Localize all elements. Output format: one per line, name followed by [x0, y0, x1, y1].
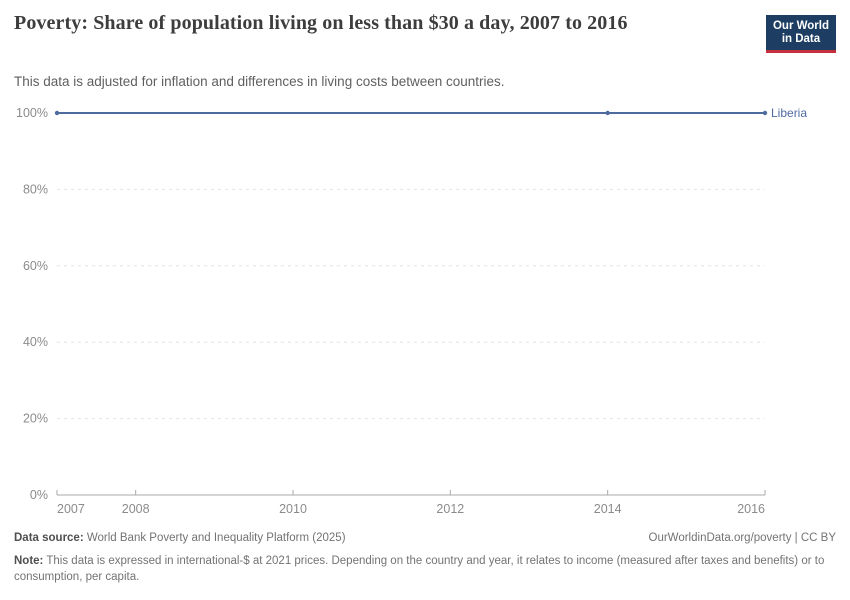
y-tick-label: 0%	[30, 488, 48, 502]
data-point-marker	[54, 110, 60, 116]
owid-logo-line1: Our World	[772, 20, 829, 32]
chart-subtitle: This data is adjusted for inflation and …	[14, 74, 505, 89]
entity-label[interactable]: Liberia	[771, 106, 807, 120]
y-tick-label: 40%	[23, 335, 48, 349]
owid-logo-line2: in Data	[781, 33, 821, 45]
y-tick-label: 60%	[23, 259, 48, 273]
note-label: Note:	[14, 555, 44, 567]
line-chart: 0% 20% 40% 60% 80% 100% 2007 2008 2010 2012 2014 20…	[16, 106, 807, 516]
data-point-marker	[605, 110, 610, 116]
y-tick-label: 100%	[16, 106, 48, 120]
x-tick-label: 2010	[279, 502, 307, 516]
x-tick-label: 2008	[122, 502, 150, 516]
note-row: Note: This data is expressed in internat…	[14, 553, 826, 585]
x-tick-label: 2012	[436, 502, 464, 516]
owid-link[interactable]: OurWorldinData.org/poverty | CC BY	[648, 532, 836, 544]
x-tick-label: 2007	[57, 502, 85, 516]
source-row: Data source: World Bank Poverty and Ineq…	[14, 532, 836, 544]
owid-logo[interactable]: Our World in Data	[765, 15, 836, 53]
page-title: Poverty: Share of population living on l…	[14, 12, 628, 34]
x-tick-label: 2016	[737, 502, 765, 516]
data-source-text: Data source: World Bank Poverty and Ineq…	[14, 532, 346, 544]
y-tick-label: 20%	[23, 412, 48, 426]
data-source-label: Data source:	[14, 532, 84, 544]
note-value: This data is expressed in international-…	[14, 555, 825, 583]
y-tick-label: 80%	[23, 182, 48, 196]
data-point-marker	[762, 110, 768, 116]
x-tick-label: 2014	[594, 502, 622, 516]
data-source-value: World Bank Poverty and Inequality Platfo…	[83, 532, 346, 544]
